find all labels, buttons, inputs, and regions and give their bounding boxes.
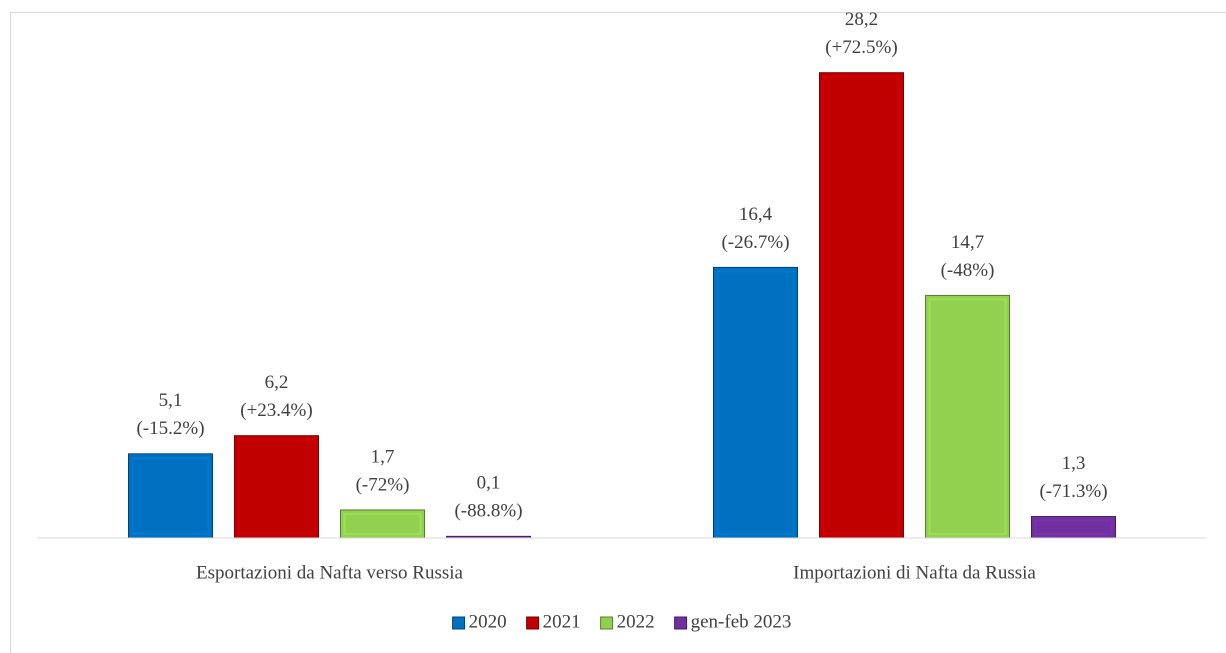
data-label: (-15.2%) [136, 418, 204, 439]
x-tick-label: Importazioni di Nafta da Russia [793, 562, 1036, 583]
legend-label: 2021 [543, 611, 581, 632]
legend-swatch [600, 616, 614, 630]
legend-label: 2020 [469, 611, 507, 632]
bar-bevel [716, 270, 795, 535]
bar [234, 435, 319, 539]
data-label: (-26.7%) [721, 232, 789, 253]
data-label: 1,3 [1062, 453, 1086, 474]
data-label: 1,7 [371, 446, 395, 467]
data-label: (+72.5%) [825, 37, 897, 58]
data-label: 6,2 [265, 372, 289, 393]
legend-swatch [452, 616, 466, 630]
data-label: (-88.8%) [454, 501, 522, 522]
legend-swatch [674, 616, 688, 630]
data-label: (-72%) [356, 474, 410, 495]
bar-bevel [928, 298, 1007, 536]
data-label: 16,4 [739, 204, 773, 225]
bar-bevel [131, 456, 210, 536]
chart-border [10, 12, 1226, 653]
bar [713, 266, 798, 539]
data-label: 14,7 [951, 232, 984, 253]
legend-label: gen-feb 2023 [691, 611, 792, 632]
data-label: 28,2 [845, 9, 878, 30]
bar-bevel [822, 75, 901, 535]
data-label: (-71.3%) [1039, 481, 1107, 502]
bar-bevel [237, 438, 316, 536]
data-label: (+23.4%) [240, 400, 312, 421]
legend-swatch [526, 616, 540, 630]
bar-bevel [1034, 519, 1113, 535]
data-label: (-48%) [941, 260, 995, 281]
bar [128, 453, 213, 539]
bar [819, 72, 904, 539]
bar [925, 294, 1010, 539]
legend-label: 2022 [617, 611, 655, 632]
bar-bevel [343, 512, 422, 536]
x-tick-label: Esportazioni da Nafta verso Russia [196, 562, 464, 583]
data-label: 5,1 [159, 390, 183, 411]
data-label: 0,1 [477, 473, 501, 494]
